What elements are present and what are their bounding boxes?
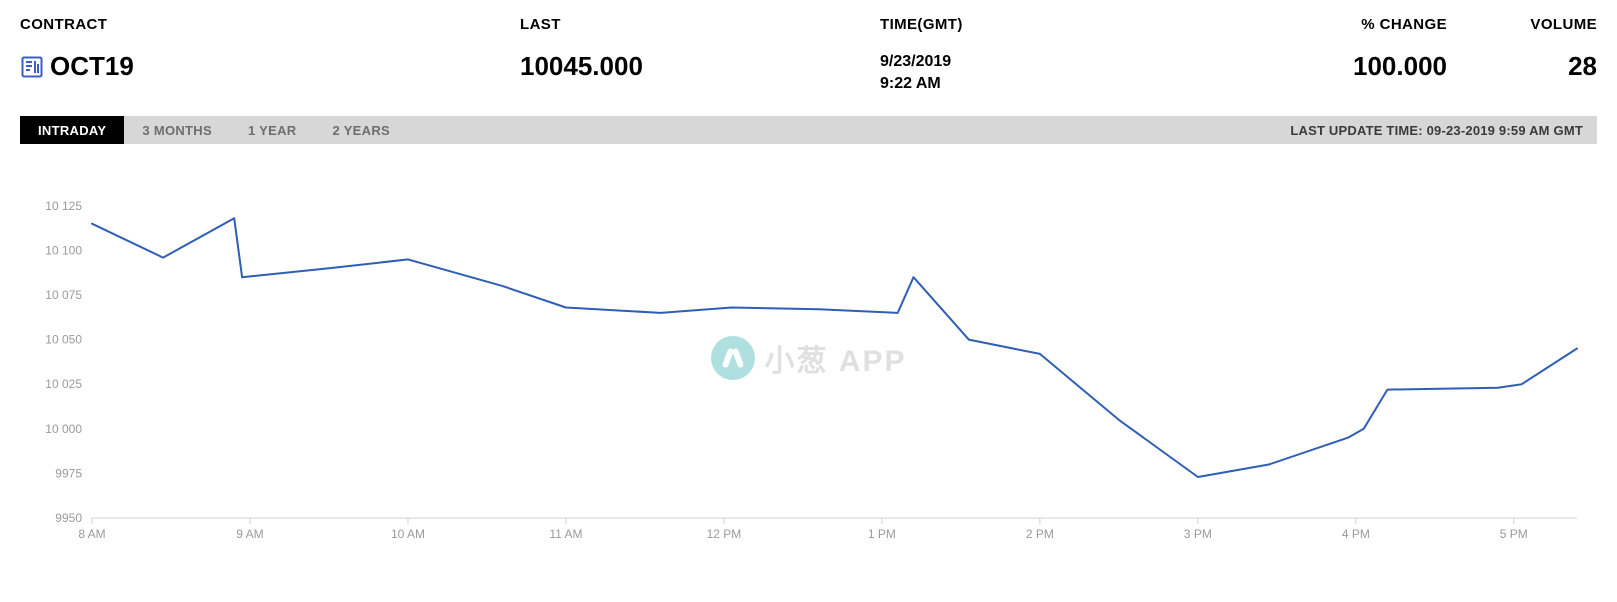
svg-text:10 075: 10 075 <box>45 288 82 302</box>
tab-1-year[interactable]: 1 YEAR <box>230 116 315 144</box>
summary-header: CONTRACT LAST TIME(GMT) % CHANGE VOLUME <box>20 16 1597 94</box>
label-change: % CHANGE <box>1230 16 1447 33</box>
label-time: TIME(GMT) <box>880 16 1230 33</box>
svg-text:9975: 9975 <box>55 467 82 481</box>
label-contract: CONTRACT <box>20 16 520 33</box>
svg-text:11 AM: 11 AM <box>549 527 582 541</box>
value-last: 10045.000 <box>520 51 880 82</box>
header-values-row: OCT19 10045.000 9/23/2019 9:22 AM 100.00… <box>20 51 1597 94</box>
svg-text:9 AM: 9 AM <box>236 527 263 541</box>
svg-text:1 PM: 1 PM <box>868 527 896 541</box>
last-update-text: LAST UPDATE TIME: 09-23-2019 9:59 AM GMT <box>1276 116 1597 144</box>
label-last: LAST <box>520 16 880 33</box>
value-volume: 28 <box>1447 51 1597 82</box>
value-time-date: 9/23/2019 <box>880 51 1230 73</box>
svg-text:10 AM: 10 AM <box>391 527 425 541</box>
value-contract: OCT19 <box>50 51 134 82</box>
svg-text:4 PM: 4 PM <box>1342 527 1370 541</box>
svg-text:9950: 9950 <box>55 511 82 525</box>
svg-text:12 PM: 12 PM <box>707 527 742 541</box>
timeframe-tabbar: INTRADAY3 MONTHS1 YEAR2 YEARS LAST UPDAT… <box>20 116 1597 144</box>
svg-text:2 PM: 2 PM <box>1026 527 1054 541</box>
header-labels-row: CONTRACT LAST TIME(GMT) % CHANGE VOLUME <box>20 16 1597 33</box>
svg-text:10 000: 10 000 <box>45 422 82 436</box>
value-time: 9/23/2019 9:22 AM <box>880 51 1230 94</box>
value-time-hour: 9:22 AM <box>880 73 1230 95</box>
price-chart: 9950 9975 10 000 10 025 10 050 10 075 10 100 10… <box>20 158 1597 558</box>
tab-3-months[interactable]: 3 MONTHS <box>124 116 230 144</box>
svg-text:10 125: 10 125 <box>45 199 82 213</box>
svg-text:3 PM: 3 PM <box>1184 527 1212 541</box>
value-contract-cell: OCT19 <box>20 51 520 82</box>
svg-text:5 PM: 5 PM <box>1500 527 1528 541</box>
svg-text:8 AM: 8 AM <box>78 527 105 541</box>
tab-intraday[interactable]: INTRADAY <box>20 116 124 144</box>
svg-text:10 025: 10 025 <box>45 377 82 391</box>
svg-text:10 100: 10 100 <box>45 244 82 258</box>
tab-2-years[interactable]: 2 YEARS <box>314 116 408 144</box>
contract-document-icon <box>20 55 44 79</box>
label-volume: VOLUME <box>1447 16 1597 33</box>
svg-text:10 050: 10 050 <box>45 333 82 347</box>
value-change: 100.000 <box>1230 51 1447 82</box>
